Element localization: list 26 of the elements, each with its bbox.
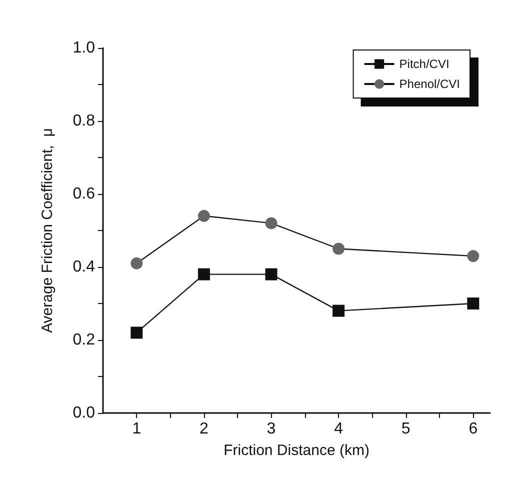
x-tick-label: 2 [200, 420, 209, 438]
y-tick-label: 0.2 [72, 332, 96, 348]
y-tick-label: 0.4 [72, 258, 96, 276]
y-axis-title: Average Friction Coefficient, μ [39, 128, 56, 333]
point [265, 217, 278, 230]
x-tick-label: 6 [468, 420, 478, 438]
y-tick-label: 1.0 [72, 40, 96, 56]
x-tick-label: 3 [266, 420, 276, 438]
point [198, 268, 210, 280]
x-tick-label: 4 [334, 420, 344, 438]
legend-label: Phenol/CVI [399, 77, 460, 91]
point [265, 268, 278, 280]
point [467, 298, 480, 310]
point [198, 210, 210, 222]
point [130, 257, 143, 270]
point [130, 326, 143, 339]
y-tick-label: 0.6 [72, 186, 96, 202]
legend-label: Pitch/CVI [399, 57, 450, 71]
y-tick-label: 0.8 [72, 112, 96, 130]
x-tick-label: 1 [132, 420, 142, 438]
point [467, 250, 480, 262]
y-tick-label: 0.0 [72, 404, 96, 422]
x-axis-title: Friction Distance (km) [224, 442, 370, 459]
point [332, 242, 345, 255]
x-tick-label: 5 [401, 420, 410, 438]
point [332, 304, 345, 317]
